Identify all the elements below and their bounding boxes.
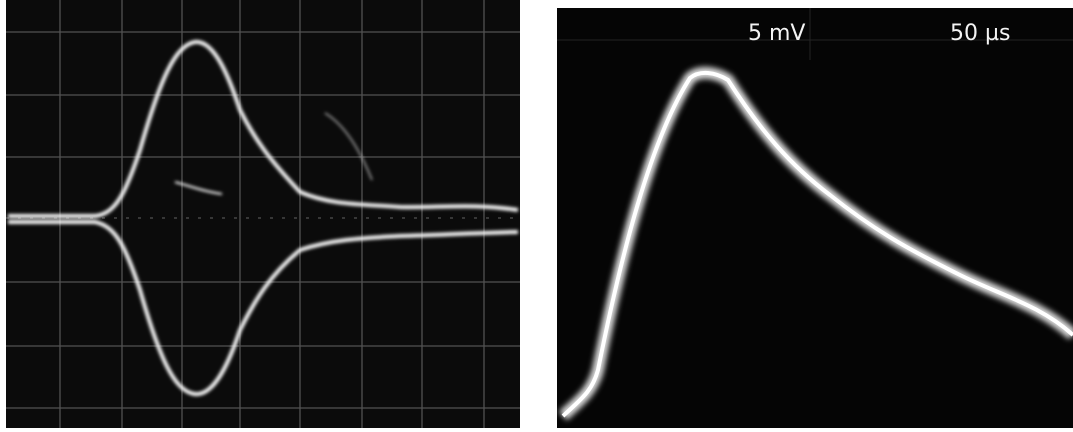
left-screen <box>6 0 520 428</box>
right-screen: 5 mV 50 µs <box>557 8 1073 428</box>
page: 5 mV 50 µs (() => { const data = JSON.pa… <box>0 0 1073 432</box>
photo: 5 mV 50 µs <box>0 0 1073 432</box>
sensitivity-label: 5 mV <box>748 21 805 46</box>
timebase-label: 50 µs <box>950 21 1010 46</box>
